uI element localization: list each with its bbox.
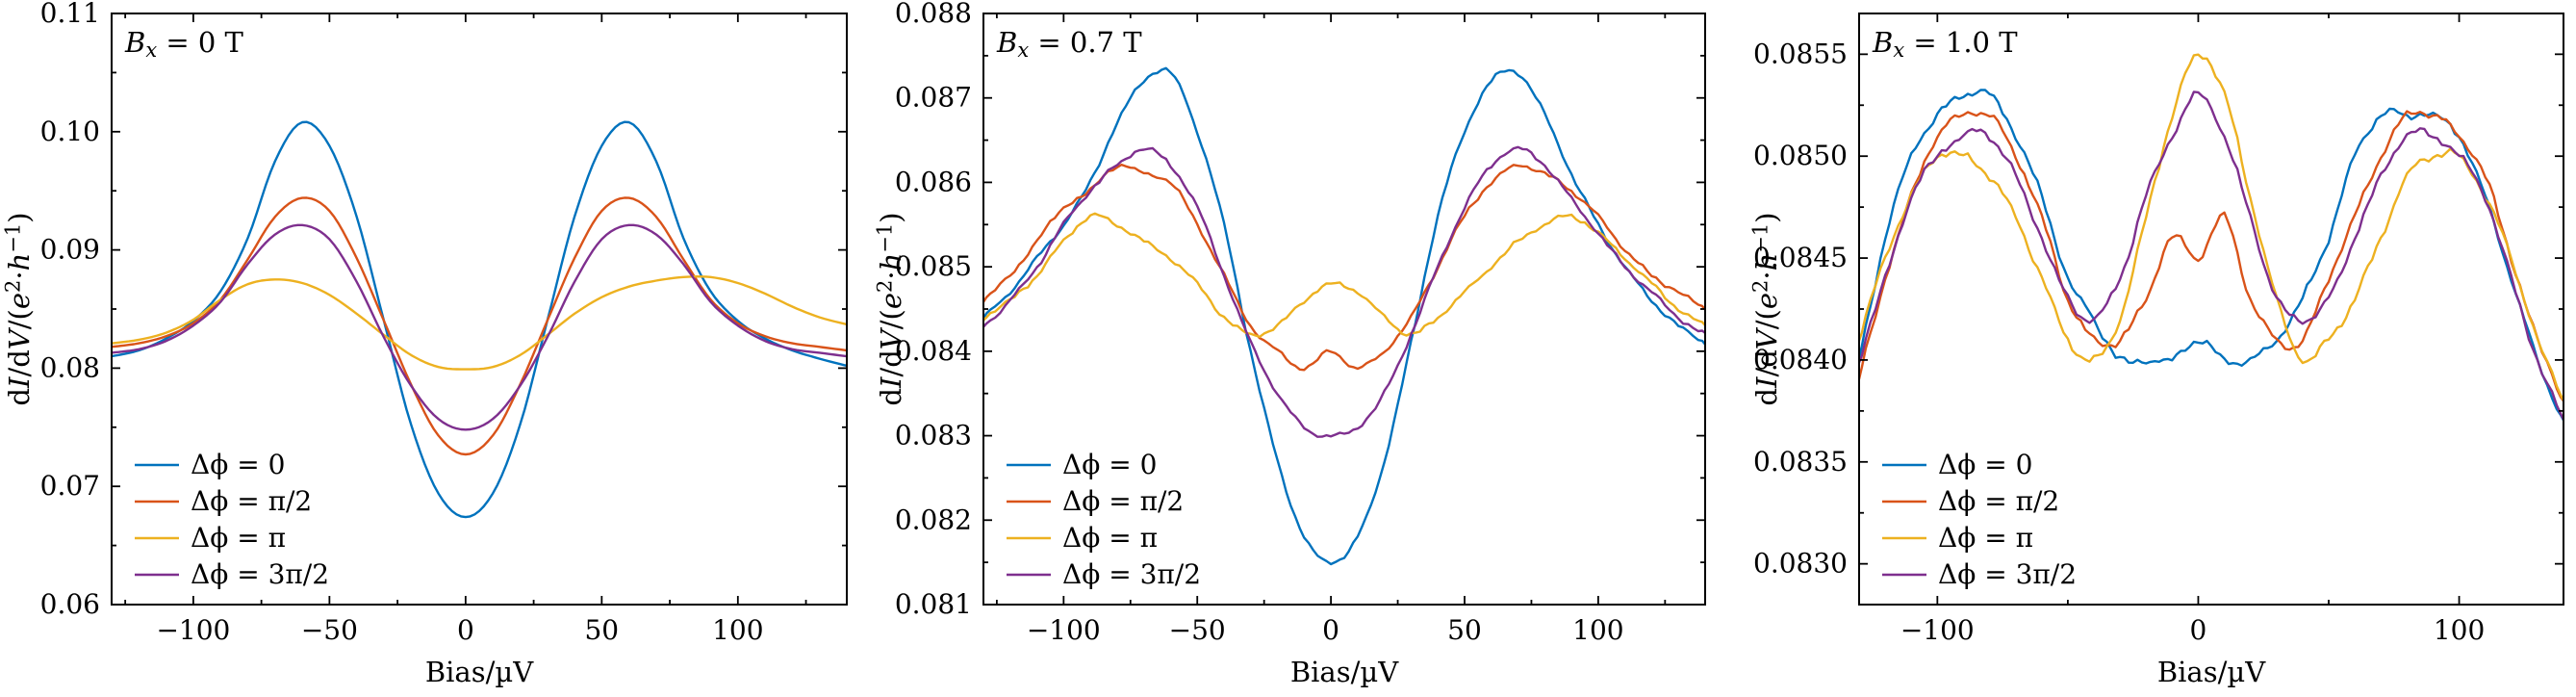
legend-label: Δϕ = 0: [191, 449, 285, 480]
legend-entry-0: Δϕ = 0: [1007, 449, 1157, 480]
x-tick-label: 100: [2434, 614, 2485, 646]
x-tick-label: −50: [301, 614, 358, 646]
series-line-1: [983, 163, 1705, 372]
y-axis-label: dI/dV/(e2·h−1): [1, 212, 36, 405]
x-tick-label: 50: [584, 614, 619, 646]
legend-entry-1: Δϕ = π/2: [1882, 485, 2059, 517]
x-tick-label: 0: [2189, 614, 2206, 646]
y-tick-label: 0.0830: [1753, 548, 1848, 580]
chart-svg-3: −100 0 100 0.0830 0.0835 0.0840 0.0845 0.0850 0.…: [1748, 13, 2564, 688]
series-line-1: [1859, 110, 2563, 402]
legend-label: Δϕ = 0: [1938, 449, 2032, 480]
series-line-0: [1859, 89, 2563, 422]
x-tick-label: 100: [1572, 614, 1623, 646]
panel-title: Bx = 1.0 T: [1872, 26, 2018, 62]
series-line-3: [1859, 90, 2563, 421]
x-tick-label: −100: [156, 614, 230, 646]
y-tick-label: 0.08: [40, 351, 100, 383]
legend-entry-2: Δϕ = π: [135, 522, 286, 554]
legend: Δϕ = 0 Δϕ = π/2 Δϕ = π Δϕ = 3π/2: [1007, 449, 1201, 590]
y-tick-label: 0.0835: [1753, 446, 1848, 478]
series-line-2: [1859, 53, 2563, 401]
legend-entry-3: Δϕ = 3π/2: [1007, 558, 1201, 590]
y-tick-label: 0.088: [895, 0, 972, 29]
x-axis-label: Bias/µV: [425, 656, 534, 688]
legend-label: Δϕ = π/2: [1062, 485, 1184, 517]
x-axis-label: Bias/µV: [2157, 656, 2266, 688]
y-tick-label: 0.083: [895, 420, 972, 452]
legend-label: Δϕ = π/2: [191, 485, 312, 517]
x-tick-label: 0: [1322, 614, 1339, 646]
series-group: [1859, 53, 2563, 422]
chart-panel-1: −100 −50 0 50 100 0.06 0.07 0.08 0.09 0.10 0.11 Bia…: [0, 0, 858, 697]
legend-label: Δϕ = π: [1938, 522, 2033, 554]
series-line-0: [983, 66, 1705, 566]
legend-label: Δϕ = 0: [1062, 449, 1157, 480]
panel-title: Bx = 0 T: [124, 26, 244, 62]
ticks: [983, 13, 1705, 606]
x-tick-label: −100: [1900, 614, 1975, 646]
y-tick-label: 0.082: [895, 503, 972, 535]
legend-entry-0: Δϕ = 0: [1882, 449, 2032, 480]
legend-entry-2: Δϕ = π: [1007, 522, 1158, 554]
legend-entry-0: Δϕ = 0: [135, 449, 285, 480]
y-tick-label: 0.07: [40, 470, 100, 502]
x-tick-label: 0: [457, 614, 474, 646]
y-tick-label: 0.081: [895, 588, 972, 620]
y-axis-label: dI/dV/(e2·h−1): [1748, 212, 1783, 405]
series-line-2: [112, 275, 847, 371]
y-tick-label: 0.0845: [1753, 242, 1848, 273]
legend-label: Δϕ = π: [191, 522, 286, 554]
series-line-0: [112, 120, 847, 519]
series-group: [112, 120, 847, 519]
tick-labels: −100 −50 0 50 100 0.081 0.082 0.083 0.084 0.085 0.…: [895, 0, 1624, 646]
legend-label: Δϕ = π: [1062, 522, 1158, 554]
y-tick-label: 0.0855: [1753, 38, 1848, 69]
y-tick-label: 0.087: [895, 82, 972, 114]
x-tick-label: 100: [712, 614, 763, 646]
legend-label: Δϕ = 3π/2: [1062, 558, 1201, 590]
legend-entry-3: Δϕ = 3π/2: [135, 558, 329, 590]
y-tick-label: 0.0850: [1753, 140, 1848, 171]
legend: Δϕ = 0 Δϕ = π/2 Δϕ = π Δϕ = 3π/2: [135, 449, 329, 590]
y-tick-label: 0.085: [895, 250, 972, 282]
series-line-2: [983, 212, 1705, 339]
chart-svg-2: −100 −50 0 50 100 0.081 0.082 0.083 0.084 0.085 0.…: [873, 0, 1706, 688]
chart-panel-2: −100 −50 0 50 100 0.081 0.082 0.083 0.084 0.085 0.…: [858, 0, 1717, 697]
legend-label: Δϕ = π/2: [1938, 485, 2059, 517]
tick-labels: −100 0 100 0.0830 0.0835 0.0840 0.0845 0.0850 0.…: [1753, 38, 2485, 646]
y-tick-label: 0.084: [895, 335, 972, 367]
y-tick-label: 0.10: [40, 116, 100, 147]
chart-panel-3: −100 0 100 0.0830 0.0835 0.0840 0.0845 0.0850 0.…: [1717, 0, 2575, 697]
chart-svg-1: −100 −50 0 50 100 0.06 0.07 0.08 0.09 0.10 0.11 Bia…: [1, 0, 848, 688]
series-line-3: [112, 223, 847, 431]
y-axis-label: dI/dV/(e2·h−1): [873, 212, 907, 405]
legend-entry-2: Δϕ = π: [1882, 522, 2033, 554]
x-axis-label: Bias/µV: [1290, 656, 1399, 688]
series-line-3: [983, 145, 1705, 438]
x-tick-label: −50: [1169, 614, 1226, 646]
y-tick-label: 0.09: [40, 234, 100, 266]
tick-labels: −100 −50 0 50 100 0.06 0.07 0.08 0.09 0.10 0.11: [40, 0, 764, 646]
legend-label: Δϕ = 3π/2: [191, 558, 329, 590]
legend: Δϕ = 0 Δϕ = π/2 Δϕ = π Δϕ = 3π/2: [1882, 449, 2077, 590]
y-tick-label: 0.06: [40, 588, 100, 620]
legend-entry-1: Δϕ = π/2: [135, 485, 312, 517]
legend-entry-1: Δϕ = π/2: [1007, 485, 1184, 517]
ticks: [112, 13, 847, 606]
y-tick-label: 0.086: [895, 166, 972, 197]
y-tick-label: 0.0840: [1753, 344, 1848, 375]
legend-label: Δϕ = 3π/2: [1938, 558, 2077, 590]
y-tick-label: 0.11: [40, 0, 100, 29]
x-tick-label: −100: [1027, 614, 1101, 646]
series-line-1: [112, 196, 847, 456]
ticks: [1859, 13, 2563, 605]
legend-entry-3: Δϕ = 3π/2: [1882, 558, 2077, 590]
x-tick-label: 50: [1447, 614, 1482, 646]
series-group: [983, 66, 1705, 566]
panel-title: Bx = 0.7 T: [996, 26, 1142, 62]
